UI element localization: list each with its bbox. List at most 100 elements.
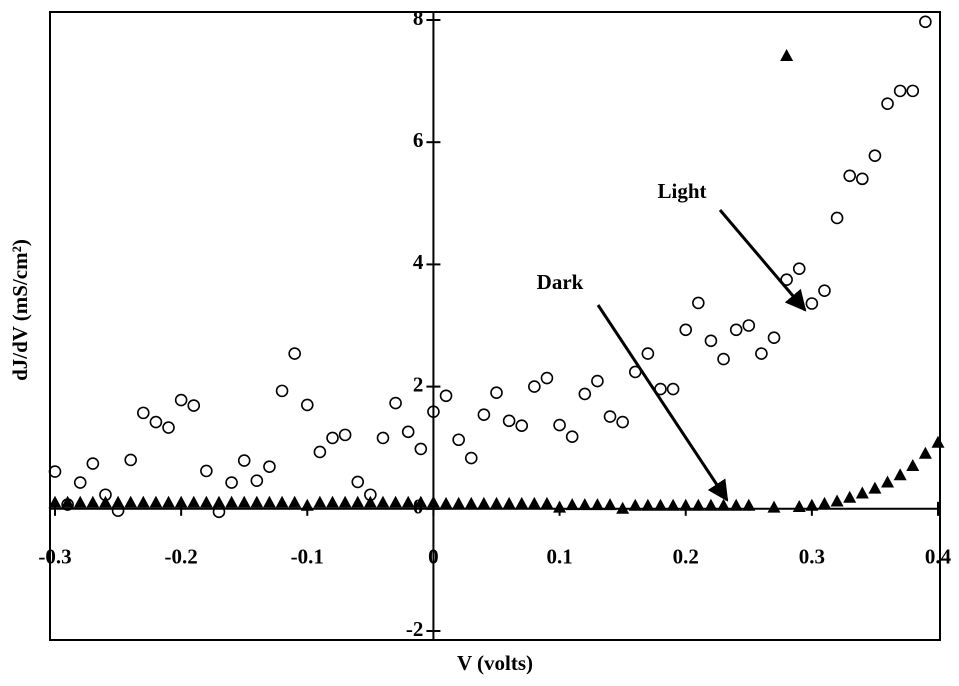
light-point [124,453,137,467]
light-point [856,172,869,186]
light-point [502,414,516,428]
x-tick-label: 0.1 [546,545,572,569]
x-axis-label: V (volts) [457,651,533,675]
dark-annotation: Dark [537,270,584,294]
dark-point [918,446,932,459]
light-point [868,149,882,162]
light-point [477,408,491,422]
light-point [187,399,201,412]
x-tick-label: 0.3 [799,545,825,569]
dark-point [225,495,239,508]
dark-point [250,495,264,508]
light-point [792,262,806,275]
dark-point [73,495,87,508]
light-point [288,347,301,360]
light-point [919,15,932,29]
dark-point [906,459,920,472]
light-point [464,451,478,465]
dark-point [855,486,869,499]
light-point [174,393,188,407]
light-point [818,284,831,297]
dark-point [401,495,415,508]
y-tick-label: 6 [413,128,424,152]
dark-point [48,495,62,508]
dark-point [237,495,251,508]
dark-point [61,495,75,508]
dark-point [843,490,857,503]
dark-point [149,495,163,508]
light-point [704,334,718,348]
dark-point [780,49,794,62]
light-point [666,382,680,396]
light-point [830,211,844,225]
dark-point [565,498,579,511]
dark-point [452,496,466,509]
dark-point [86,495,100,508]
light-point [351,475,365,489]
light-point [452,433,465,447]
dark-point [704,498,718,511]
dark-point [351,495,365,508]
dark-point [893,468,907,481]
light-point [881,97,894,111]
dark-point [288,495,302,508]
light-point [275,384,289,398]
dark-point [389,495,403,508]
light-point [540,371,554,385]
light-point [300,398,314,412]
light-point [338,428,352,442]
dark-point [653,498,667,511]
dark-point [326,495,340,508]
dark-point [767,500,781,513]
light-point [528,380,541,393]
dark-point [830,494,844,507]
dark-point [162,495,176,508]
dark-point [868,481,882,494]
y-tick-label: 8 [413,6,424,30]
light-point [515,419,529,433]
dark-point [805,498,819,511]
light-point [805,297,819,310]
light-point [376,431,390,445]
dark-point [124,495,138,508]
dark-point [439,496,453,509]
dark-point [313,495,327,508]
dark-point [931,435,945,448]
light-point [780,273,793,286]
dark-point [590,498,604,511]
light-point [137,406,150,420]
dark-point [881,475,895,488]
light-point [603,410,617,423]
dark-point [540,496,554,509]
light-point [313,445,327,459]
light-point [641,347,655,360]
light-point [906,84,920,98]
dark-point [691,498,705,511]
dark-point [98,495,112,508]
light-point [755,347,768,360]
light-point [237,454,251,467]
dark-point [414,495,428,508]
x-tick-label: 0 [428,545,439,569]
dark-point [603,498,617,511]
light-point [692,296,705,310]
light-point [414,442,428,456]
dark-point [275,495,289,508]
light-arrow [718,209,807,312]
light-point [389,396,402,410]
dark-point [174,495,188,508]
light-point [628,365,642,379]
x-tick-label: 0.2 [673,545,699,569]
light-point [427,405,440,418]
dark-point [515,496,529,509]
dark-point [679,498,693,511]
dark-point [187,495,201,508]
light-point [553,418,566,432]
light-point [729,323,743,337]
dark-point [527,496,541,509]
dark-point [616,501,630,514]
dark-point [136,495,150,508]
light-point [263,460,276,473]
light-point [717,352,730,366]
